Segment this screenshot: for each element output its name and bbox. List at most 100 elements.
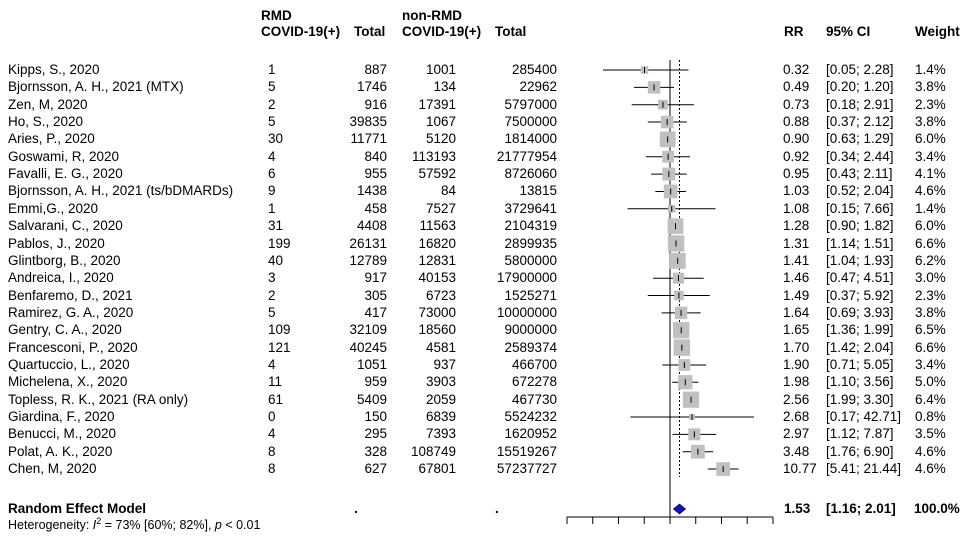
rmd-cases-cell: 2 — [268, 96, 276, 112]
weight-cell: 6.0% — [915, 131, 946, 147]
nonrmd-total-cell: 467730 — [511, 391, 557, 407]
rr-cell: 1.70 — [783, 339, 810, 355]
nonrmd-total-cell: 672278 — [511, 374, 557, 390]
rmd-total-cell: 959 — [364, 374, 387, 390]
ci-cell: [0.20; 1.20] — [826, 79, 894, 95]
weight-cell: 2.3% — [915, 96, 946, 112]
rmd-total-cell: 295 — [364, 426, 387, 442]
nonrmd-total-cell: 8726060 — [504, 166, 557, 182]
study-name: Topless, R. K., 2021 (RA only) — [8, 391, 189, 407]
rmd-total-cell: 305 — [364, 287, 387, 303]
rr-cell: 0.95 — [783, 166, 810, 182]
ci-cell: [0.34; 2.44] — [826, 148, 894, 164]
rmd-cases-cell: 109 — [268, 322, 291, 338]
rmd-cases-cell: 199 — [268, 235, 291, 251]
study-name: Pablos, J., 2020 — [8, 235, 105, 251]
header-nonrmd-total: Total — [495, 24, 527, 39]
nonrmd-total-cell: 1814000 — [504, 131, 557, 147]
rmd-total-cell: 26131 — [349, 235, 387, 251]
rr-cell: 1.98 — [783, 374, 810, 390]
nonrmd-cases-cell: 1067 — [425, 114, 456, 130]
nonrmd-total-cell: 5797000 — [504, 96, 557, 112]
nonrmd-total-cell: 15519267 — [496, 443, 557, 459]
weight-cell: 4.6% — [915, 183, 946, 199]
summary-weight: 100.0% — [914, 501, 960, 516]
rmd-total-cell: 12789 — [349, 252, 387, 268]
nonrmd-total-cell: 17900000 — [496, 270, 557, 286]
nonrmd-total-cell: 22962 — [519, 79, 557, 95]
rmd-cases-cell: 4 — [268, 426, 276, 442]
nonrmd-cases-cell: 84 — [440, 183, 456, 199]
nonrmd-cases-cell: 108749 — [410, 443, 456, 459]
ci-cell: [1.10; 3.56] — [826, 374, 894, 390]
rmd-total-cell: 1746 — [356, 79, 387, 95]
study-name: Zen, M, 2020 — [8, 96, 88, 112]
rr-cell: 1.49 — [783, 287, 810, 303]
rr-cell: 1.08 — [783, 200, 810, 216]
rmd-cases-cell: 3 — [268, 270, 276, 286]
rmd-cases-cell: 40 — [268, 252, 284, 268]
rr-cell: 1.90 — [783, 356, 810, 372]
study-name: Bjornsson, A. H., 2021 (ts/bDMARDs) — [8, 183, 234, 199]
rmd-cases-cell: 2 — [268, 287, 276, 303]
rmd-total-cell: 39835 — [349, 114, 387, 130]
weight-cell: 1.4% — [915, 200, 946, 216]
rmd-cases-cell: 1 — [268, 62, 276, 77]
rmd-total-cell: 4408 — [356, 218, 387, 234]
ci-cell: [0.52; 2.04] — [826, 183, 894, 199]
rmd-cases-cell: 5 — [268, 79, 276, 95]
ci-cell: [1.99; 3.30] — [826, 391, 894, 407]
rmd-cases-cell: 4 — [268, 356, 276, 372]
ci-cell: [1.76; 6.90] — [826, 443, 894, 459]
weight-cell: 6.0% — [915, 218, 946, 234]
ci-cell: [0.47; 4.51] — [826, 270, 894, 286]
summary-e1: . — [354, 501, 358, 516]
ci-cell: [0.15; 7.66] — [826, 200, 894, 216]
summary-rr: 1.53 — [784, 501, 811, 516]
weight-cell: 5.0% — [915, 374, 946, 390]
study-name: Kipps, S., 2020 — [8, 62, 100, 77]
nonrmd-cases-cell: 12831 — [418, 252, 456, 268]
rmd-cases-cell: 4 — [268, 148, 276, 164]
rr-cell: 0.49 — [783, 79, 810, 95]
study-name: Favalli, E. G., 2020 — [8, 166, 123, 182]
rr-cell: 2.56 — [783, 391, 810, 407]
study-name: Quartuccio, L., 2020 — [8, 356, 130, 372]
rmd-cases-cell: 11 — [268, 374, 283, 390]
ci-cell: [1.04; 1.93] — [826, 252, 894, 268]
rr-cell: 0.90 — [783, 131, 810, 147]
rmd-total-cell: 150 — [364, 409, 387, 424]
study-name: Emmi,G., 2020 — [8, 200, 99, 216]
study-name: Ramirez, G. A., 2020 — [8, 304, 134, 320]
heterogeneity-note: Heterogeneity: I2 = 73% [60%; 82%], p < … — [8, 516, 261, 533]
weight-cell: 3.0% — [915, 270, 946, 286]
rmd-total-cell: 916 — [364, 96, 387, 112]
weight-cell: 6.5% — [915, 322, 946, 338]
rmd-total-cell: 627 — [364, 461, 387, 477]
header-rmd-cases: RMD COVID-19(+) — [261, 8, 341, 39]
study-name: Giardina, F., 2020 — [8, 409, 115, 424]
header-rr: RR — [784, 24, 804, 39]
rr-cell: 10.77 — [783, 461, 817, 477]
ci-cell: [0.37; 2.12] — [826, 114, 894, 130]
rmd-total-cell: 417 — [364, 304, 387, 320]
study-name: Salvarani, C., 2020 — [8, 218, 123, 234]
rmd-total-cell: 5409 — [356, 391, 387, 407]
nonrmd-cases-cell: 67801 — [418, 461, 456, 477]
summary-ci: [1.16; 2.01] — [826, 501, 896, 516]
rmd-total-cell: 887 — [364, 62, 387, 77]
rr-cell: 3.48 — [783, 443, 810, 459]
rmd-total-cell: 328 — [364, 443, 387, 459]
rmd-total-cell: 917 — [364, 270, 387, 286]
rr-cell: 2.68 — [783, 409, 810, 424]
study-name: Francesconi, P., 2020 — [8, 339, 138, 355]
ci-cell: [1.42; 2.04] — [826, 339, 894, 355]
ci-cell: [0.63; 1.29] — [826, 131, 894, 147]
nonrmd-total-cell: 13815 — [519, 183, 557, 199]
header-ci: 95% CI — [826, 24, 871, 39]
nonrmd-cases-cell: 57592 — [418, 166, 456, 182]
study-name: Chen, M, 2020 — [8, 461, 97, 477]
study-name: Andreica, I., 2020 — [8, 270, 114, 286]
weight-cell: 6.6% — [915, 235, 946, 251]
